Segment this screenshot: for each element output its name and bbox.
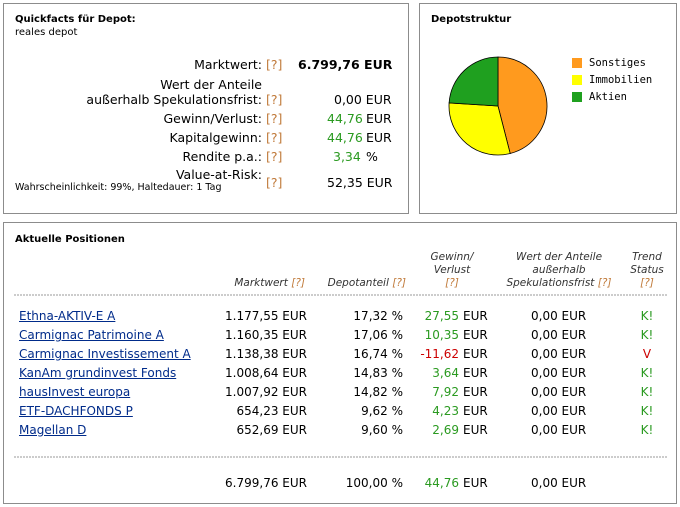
position-anteil: 17,32 % bbox=[353, 309, 403, 323]
header-anteile-help[interactable]: [?] bbox=[597, 277, 612, 289]
qf-rendite-unit: % bbox=[366, 149, 378, 164]
qf-kapitalgewinn-help[interactable]: [?] bbox=[266, 130, 283, 145]
position-anteile: 0,00 EUR bbox=[531, 423, 587, 437]
quickfacts-panel: Quickfacts für Depot: reales depot Markt… bbox=[3, 3, 409, 214]
qf-gewinn-unit: EUR bbox=[366, 111, 392, 126]
header-anteile: Wert der Anteile außerhalb Spekulationsf… bbox=[506, 251, 612, 289]
position-name-link[interactable]: KanAm grundinvest Fonds bbox=[19, 366, 177, 380]
header-marktwert-help[interactable]: [?] bbox=[291, 277, 305, 289]
position-marktwert: 1.177,55 EUR bbox=[225, 309, 307, 323]
position-marktwert: 1.008,64 EUR bbox=[225, 366, 307, 380]
position-anteil: 17,06 % bbox=[353, 328, 403, 342]
qf-gewinn-help[interactable]: [?] bbox=[266, 111, 283, 126]
header-marktwert: Marktwert [?] bbox=[234, 277, 305, 289]
position-trend-status: K! bbox=[640, 328, 654, 342]
qf-rendite-help[interactable]: [?] bbox=[266, 149, 283, 164]
position-anteile: 0,00 EUR bbox=[531, 404, 587, 418]
header-gewinn: Gewinn/ Verlust [?] bbox=[409, 251, 495, 290]
total-gewinn: 44,76 bbox=[424, 476, 459, 490]
qf-var-value: 52,35 EUR bbox=[327, 175, 393, 190]
position-trend-status: V bbox=[642, 347, 652, 361]
depotstruktur-panel: Depotstruktur Sonstiges Immobilien Aktie… bbox=[419, 3, 677, 214]
qf-marktwert-help[interactable]: [?] bbox=[266, 57, 283, 72]
depot-name: reales depot bbox=[15, 27, 78, 38]
legend-label-immobilien: Immobilien bbox=[589, 74, 653, 86]
position-gewinn-unit: EUR bbox=[463, 366, 488, 380]
header-gewinn-help[interactable]: [?] bbox=[445, 277, 459, 289]
positions-title: Aktuelle Positionen bbox=[15, 234, 125, 245]
position-marktwert: 654,23 EUR bbox=[236, 404, 307, 418]
total-marktwert: 6.799,76 EUR bbox=[225, 476, 307, 490]
qf-anteile-help[interactable]: [?] bbox=[266, 92, 283, 107]
position-anteile: 0,00 EUR bbox=[531, 309, 587, 323]
pie-slice-immobilien bbox=[448, 102, 511, 156]
qf-kapitalgewinn-unit: EUR bbox=[366, 130, 392, 145]
header-divider bbox=[14, 294, 668, 296]
position-anteil: 16,74 % bbox=[353, 347, 403, 361]
legend-swatch-sonstiges bbox=[572, 58, 582, 68]
position-anteile: 0,00 EUR bbox=[531, 347, 587, 361]
qf-gewinn-value: 44,76 bbox=[327, 111, 363, 126]
quickfacts-title: Quickfacts für Depot: bbox=[15, 14, 136, 25]
position-name-link[interactable]: Magellan D bbox=[19, 423, 87, 437]
position-name-link[interactable]: ETF-DACHFONDS P bbox=[19, 404, 133, 418]
position-gewinn-unit: EUR bbox=[463, 404, 488, 418]
position-marktwert: 1.138,38 EUR bbox=[225, 347, 307, 361]
legend-label-sonstiges: Sonstiges bbox=[589, 57, 646, 69]
header-depotanteil: Depotanteil [?] bbox=[327, 277, 406, 289]
legend-label-aktien: Aktien bbox=[589, 91, 627, 103]
position-gewinn-unit: EUR bbox=[463, 423, 488, 437]
qf-kapitalgewinn-value: 44,76 bbox=[327, 130, 363, 145]
qf-var-note: Wahrscheinlichkeit: 99%, Haltedauer: 1 T… bbox=[15, 182, 222, 193]
position-name-link[interactable]: Ethna-AKTIV-E A bbox=[19, 309, 116, 323]
positions-panel: Aktuelle Positionen Marktwert [?] Depota… bbox=[3, 222, 677, 504]
pie-slice-sonstiges bbox=[497, 56, 548, 154]
position-marktwert: 1.160,35 EUR bbox=[225, 328, 307, 342]
position-anteile: 0,00 EUR bbox=[531, 385, 587, 399]
position-marktwert: 1.007,92 EUR bbox=[225, 385, 307, 399]
position-gewinn: 7,92 bbox=[432, 385, 459, 399]
qf-anteile-value: 0,00 EUR bbox=[334, 92, 392, 107]
position-gewinn: 2,69 bbox=[432, 423, 459, 437]
position-anteile: 0,00 EUR bbox=[531, 328, 587, 342]
pie-slice-aktien bbox=[448, 56, 499, 107]
qf-rendite-value: 3,34 bbox=[333, 149, 361, 164]
position-gewinn-unit: EUR bbox=[463, 385, 488, 399]
position-gewinn: 10,35 bbox=[424, 328, 459, 342]
position-trend-status: K! bbox=[640, 309, 654, 323]
position-anteil: 14,82 % bbox=[353, 385, 403, 399]
position-gewinn: 3,64 bbox=[432, 366, 459, 380]
legend-swatch-immobilien bbox=[572, 75, 582, 85]
qf-marktwert-value: 6.799,76 EUR bbox=[298, 57, 393, 72]
position-gewinn-unit: EUR bbox=[463, 309, 488, 323]
header-trend: Trend Status [?] bbox=[624, 251, 670, 290]
position-anteil: 14,83 % bbox=[353, 366, 403, 380]
position-gewinn-unit: EUR bbox=[463, 328, 488, 342]
position-marktwert: 652,69 EUR bbox=[236, 423, 307, 437]
position-name-link[interactable]: Carmignac Patrimoine A bbox=[19, 328, 164, 342]
position-anteil: 9,62 % bbox=[361, 404, 403, 418]
header-depotanteil-help[interactable]: [?] bbox=[392, 277, 406, 289]
position-anteil: 9,60 % bbox=[361, 423, 403, 437]
position-trend-status: K! bbox=[640, 366, 654, 380]
total-anteil: 100,00 % bbox=[345, 476, 403, 490]
total-divider bbox=[14, 456, 668, 458]
position-trend-status: K! bbox=[640, 385, 654, 399]
depotstruktur-title: Depotstruktur bbox=[431, 14, 512, 25]
position-anteile: 0,00 EUR bbox=[531, 366, 587, 380]
position-gewinn-unit: EUR bbox=[463, 347, 488, 361]
position-gewinn: 27,55 bbox=[424, 309, 459, 323]
position-trend-status: K! bbox=[640, 404, 654, 418]
position-name-link[interactable]: hausInvest europa bbox=[19, 385, 131, 399]
position-trend-status: K! bbox=[640, 423, 654, 437]
qf-var-help[interactable]: [?] bbox=[266, 175, 283, 190]
total-gewinn-unit: EUR bbox=[463, 476, 488, 490]
total-anteile: 0,00 EUR bbox=[531, 476, 587, 490]
header-trend-help[interactable]: [?] bbox=[640, 277, 654, 289]
position-name-link[interactable]: Carmignac Investissement A bbox=[19, 347, 191, 361]
legend-swatch-aktien bbox=[572, 92, 582, 102]
position-gewinn: -11,62 bbox=[420, 347, 459, 361]
pie-chart bbox=[448, 56, 548, 156]
position-gewinn: 4,23 bbox=[432, 404, 459, 418]
